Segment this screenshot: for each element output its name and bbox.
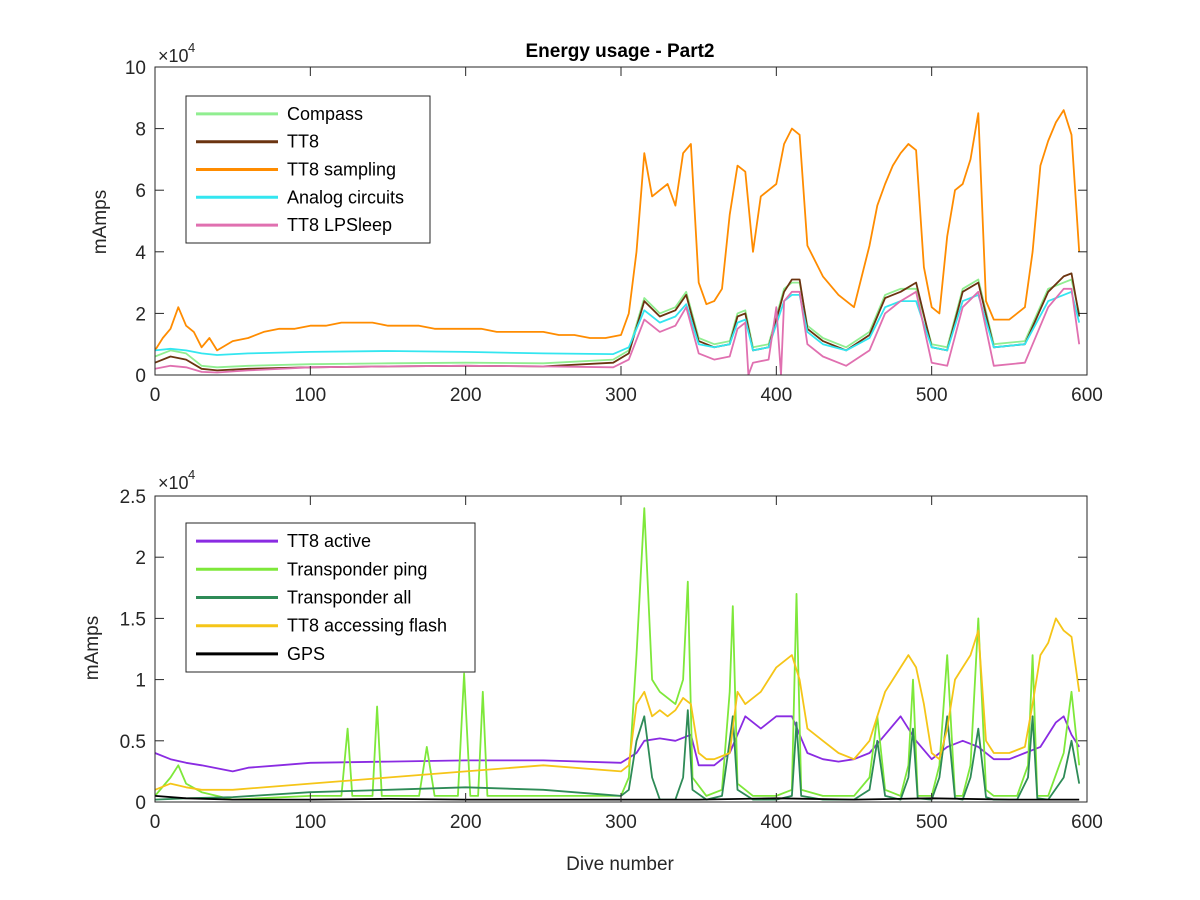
legend-label: GPS [287, 644, 325, 664]
legend-item: Transponder ping [196, 559, 427, 579]
x-tick-label: 200 [450, 385, 482, 406]
x-tick-label: 0 [150, 385, 161, 406]
x-tick-label: 300 [605, 385, 637, 406]
y-tick-label: 4 [135, 243, 146, 264]
legend-item: Compass [196, 104, 363, 124]
x-tick-label: 400 [760, 385, 792, 406]
y-tick-label: 0 [135, 793, 146, 814]
y-multiplier: ×10 4 [158, 40, 195, 66]
x-tick-label: 300 [605, 812, 637, 833]
series-group [155, 507, 1081, 801]
legend: TT8 active Transponder ping Transponder al… [185, 522, 476, 673]
x-tick-label: 0 [150, 812, 161, 833]
x-tick-label: 200 [450, 812, 482, 833]
y-axis-label: mAmps [90, 190, 111, 254]
y-multiplier-exponent: 4 [188, 40, 195, 55]
x-tick-label: 100 [294, 812, 326, 833]
chart-title: Energy usage - Part2 [525, 41, 714, 62]
legend-label: TT8 LPSleep [287, 215, 392, 235]
legend-label: Transponder ping [287, 559, 427, 579]
legend-label: Analog circuits [287, 187, 404, 207]
y-tick-label: 2 [135, 548, 146, 569]
series-line-gps [155, 795, 1080, 801]
legend-label: TT8 [287, 132, 319, 152]
legend-label: TT8 accessing flash [287, 616, 447, 636]
series-line-tt8-sampling [155, 109, 1081, 352]
legend-item: GPS [196, 644, 325, 664]
series-line-analog-circuits [155, 290, 1081, 356]
x-tick-label: 500 [916, 812, 948, 833]
chart-bottom: Dive number mAmps ×10 4 0 100 200 300 400 500… [82, 467, 1103, 875]
legend-item: TT8 accessing flash [196, 616, 447, 636]
x-tick-label: 400 [760, 812, 792, 833]
legend-item: Transponder all [196, 588, 411, 608]
series-group [155, 109, 1081, 375]
x-axis-label: Dive number [566, 854, 674, 875]
y-multiplier-base: ×10 [158, 46, 189, 66]
y-tick-label: 6 [135, 181, 146, 202]
y-tick-label: 1.5 [120, 609, 146, 630]
legend-item: TT8 sampling [196, 160, 396, 180]
series-line-tt8-accessing-flash [155, 617, 1081, 791]
y-tick-label: 10 [125, 58, 146, 79]
legend-label: Compass [287, 104, 363, 124]
legend: Compass TT8 TT8 sampling Analog circuits TT8… [185, 95, 431, 244]
y-tick-label: 2.5 [120, 487, 146, 508]
y-tick-label: 2 [135, 304, 146, 325]
legend-label: TT8 active [287, 531, 371, 551]
chart-top: Energy usage - Part2 mAmps ×10 4 0 100 200… [90, 40, 1103, 406]
legend-item: TT8 active [196, 531, 371, 551]
y-axis-label: mAmps [82, 616, 103, 680]
legend-item: TT8 LPSleep [196, 215, 392, 235]
legend-label: Transponder all [287, 588, 411, 608]
series-line-tt8-active [155, 715, 1080, 773]
y-tick-label: 0 [135, 366, 146, 387]
y-tick-label: 1 [135, 671, 146, 692]
x-tick-label: 600 [1071, 812, 1103, 833]
y-tick-label: 8 [135, 120, 146, 141]
x-tick-label: 100 [294, 385, 326, 406]
legend-item: Analog circuits [196, 187, 404, 207]
x-tick-label: 500 [916, 385, 948, 406]
y-multiplier: ×10 4 [158, 467, 195, 493]
series-line-tt8-lpsleep [155, 287, 1081, 375]
y-tick-label: 0.5 [120, 732, 146, 753]
x-tick-label: 600 [1071, 385, 1103, 406]
legend-label: TT8 sampling [287, 160, 396, 180]
legend-item: TT8 [196, 132, 319, 152]
y-multiplier-base: ×10 [158, 473, 189, 493]
series-line-transponder-all [155, 709, 1081, 801]
y-multiplier-exponent: 4 [188, 467, 195, 482]
